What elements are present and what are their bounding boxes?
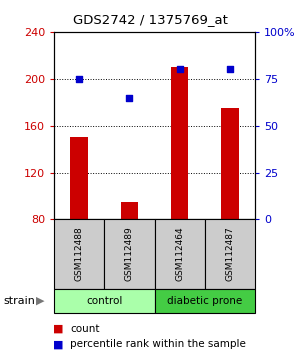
- Bar: [70, 137, 88, 219]
- Point: [177, 67, 182, 72]
- Point: [77, 76, 82, 81]
- Text: ■: ■: [53, 324, 64, 333]
- Bar: [121, 202, 138, 219]
- Text: ▶: ▶: [36, 296, 45, 306]
- Text: GSM112464: GSM112464: [175, 227, 184, 281]
- Text: control: control: [86, 296, 122, 306]
- Text: GSM112488: GSM112488: [75, 227, 84, 281]
- Text: GSM112489: GSM112489: [125, 227, 134, 281]
- Point: [227, 67, 232, 72]
- Bar: [221, 108, 239, 219]
- Text: ■: ■: [53, 339, 64, 349]
- Text: strain: strain: [3, 296, 35, 306]
- Text: GDS2742 / 1375769_at: GDS2742 / 1375769_at: [73, 13, 227, 26]
- Point: [127, 95, 132, 101]
- Bar: [171, 67, 188, 219]
- Text: GSM112487: GSM112487: [225, 227, 234, 281]
- Text: percentile rank within the sample: percentile rank within the sample: [70, 339, 246, 349]
- Text: diabetic prone: diabetic prone: [167, 296, 242, 306]
- Text: count: count: [70, 324, 100, 333]
